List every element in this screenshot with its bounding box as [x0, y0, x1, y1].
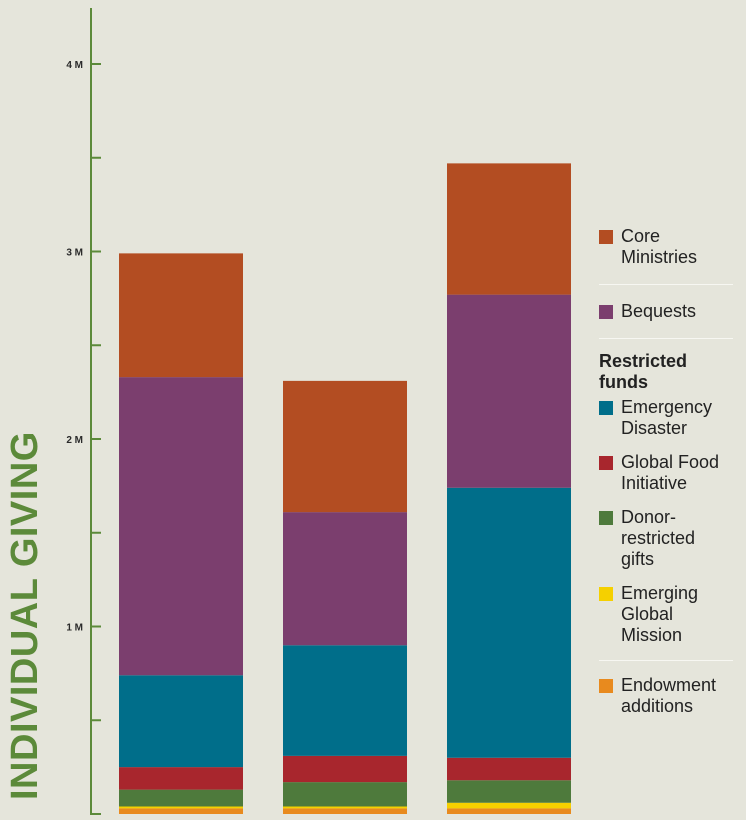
legend-item-emergency-disaster: Emergency Disaster [599, 397, 741, 439]
legend-item-emerging-global-mission: Emerging Global Mission [599, 583, 731, 646]
bar-segment-bequests [283, 512, 407, 646]
legend-divider [599, 660, 733, 661]
legend-item-global-food-initiative: Global Food Initiative [599, 452, 741, 494]
legend-divider [599, 338, 733, 339]
bar-segment-global-food-initiative [119, 767, 243, 790]
bar-segment-donor-restricted-gifts [283, 782, 407, 807]
y-tick-label: 1 M [66, 623, 83, 634]
bar-segment-emergency-disaster [447, 487, 571, 758]
bar-segment-bequests [119, 377, 243, 676]
bar-segment-core-ministries [447, 163, 571, 295]
legend-label-emergency-disaster: Emergency Disaster [621, 397, 713, 438]
legend-swatch-bequests [599, 305, 613, 319]
y-axis: 1 M 2 M 3 M 4 M [66, 8, 101, 815]
bar-segment-emergency-disaster [119, 675, 243, 768]
bar-segment-endowment-additions [119, 808, 243, 814]
legend-heading-restricted-funds: Restricted funds [599, 351, 688, 392]
bar-segment-global-food-initiative [283, 755, 407, 783]
bar-segment-core-ministries [119, 253, 243, 378]
bar-segment-global-food-initiative [447, 757, 571, 781]
bars-layer [119, 163, 571, 814]
legend-swatch-donor-restricted-gifts [599, 511, 613, 525]
legend-label-core-ministries: Core Ministries [621, 226, 698, 267]
y-tick-label: 2 M [66, 435, 83, 446]
legend-swatch-emergency-disaster [599, 401, 613, 415]
legend: Core Ministries Bequests Restricted fund… [599, 226, 741, 717]
y-tick-label: 3 M [66, 248, 83, 259]
bar-segment-endowment-additions [283, 808, 407, 814]
bar-segment-bequests [447, 294, 571, 488]
legend-label-donor-restricted-gifts: Donor-restricted gifts [621, 507, 696, 569]
legend-label-global-food-initiative: Global Food Initiative [621, 452, 720, 493]
y-tick-label: 4 M [66, 60, 83, 71]
legend-item-core-ministries: Core Ministries [599, 226, 741, 268]
bar-segment-emergency-disaster [283, 645, 407, 756]
legend-item-endowment-additions: Endowment additions [599, 675, 741, 717]
bar-segment-donor-restricted-gifts [447, 780, 571, 803]
bar-segment-emerging-global-mission [283, 806, 407, 809]
legend-swatch-endowment-additions [599, 679, 613, 693]
legend-item-donor-restricted-gifts: Donor-restricted gifts [599, 507, 717, 570]
legend-label-endowment-additions: Endowment additions [621, 675, 717, 716]
bar-segment-emerging-global-mission [447, 802, 571, 809]
y-axis-label: INDIVIDUAL GIVING [4, 431, 46, 800]
legend-swatch-core-ministries [599, 230, 613, 244]
bar-segment-emerging-global-mission [119, 806, 243, 809]
legend-swatch-global-food-initiative [599, 456, 613, 470]
legend-label-bequests: Bequests [621, 301, 697, 321]
bar-segment-donor-restricted-gifts [119, 789, 243, 807]
legend-divider [599, 284, 733, 285]
legend-label-emerging-global-mission: Emerging Global Mission [621, 583, 699, 645]
legend-item-bequests: Bequests [599, 301, 741, 322]
bar-segment-endowment-additions [447, 808, 571, 814]
legend-swatch-emerging-global-mission [599, 587, 613, 601]
bar-segment-core-ministries [283, 380, 407, 513]
